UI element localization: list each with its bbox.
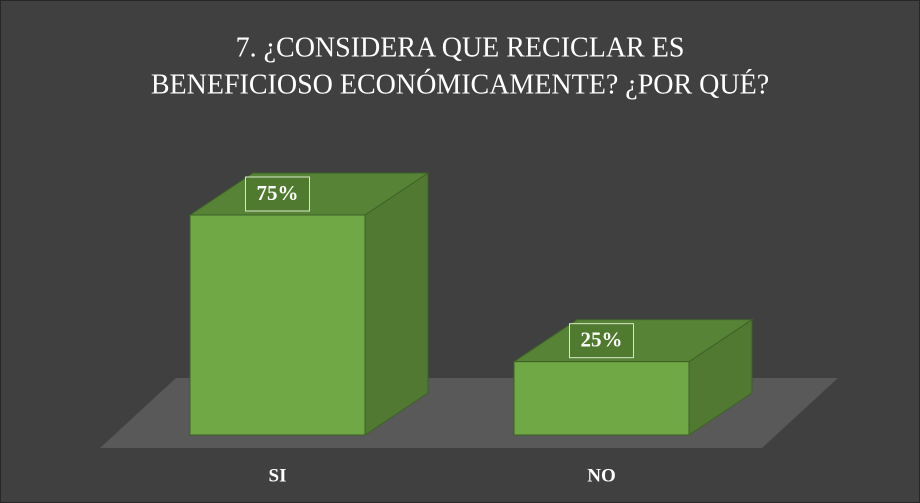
x-tick-label: SI <box>269 465 287 486</box>
bar <box>513 361 690 436</box>
bar <box>189 214 366 436</box>
data-label: 25% <box>581 327 623 351</box>
x-tick-label: NO <box>587 465 616 486</box>
chart-title-line: 7. ¿CONSIDERA QUE RECICLAR ES <box>236 32 685 63</box>
data-label-box <box>245 176 310 212</box>
chart-title-line: BENEFICIOSO ECONÓMICAMENTE? ¿POR QUÉ? <box>151 69 769 100</box>
data-label-box <box>569 323 634 359</box>
bar-side <box>364 172 429 436</box>
data-label: 75% <box>257 181 299 205</box>
